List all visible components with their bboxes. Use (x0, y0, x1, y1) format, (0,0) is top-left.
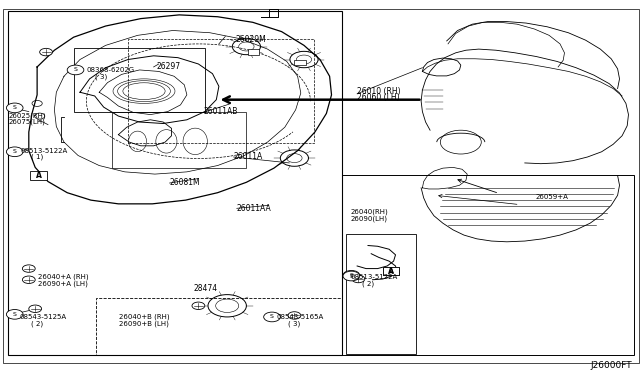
Bar (248, 49, 259, 55)
Circle shape (6, 310, 23, 319)
Circle shape (22, 265, 35, 272)
Bar (342, 175, 634, 355)
Circle shape (22, 276, 35, 283)
Text: A: A (388, 269, 394, 274)
Text: 26297: 26297 (156, 62, 180, 71)
Circle shape (67, 65, 84, 75)
Text: S: S (13, 312, 17, 317)
Text: S: S (13, 105, 17, 110)
Text: S: S (13, 149, 17, 154)
Text: 08543-5165A: 08543-5165A (276, 314, 324, 320)
Circle shape (288, 312, 301, 319)
Bar (112, 112, 246, 168)
Text: ( 2): ( 2) (31, 320, 43, 327)
Text: S: S (349, 273, 353, 279)
Text: S: S (349, 273, 353, 278)
Text: A: A (36, 171, 42, 180)
Circle shape (352, 275, 365, 283)
Text: ( 3): ( 3) (95, 74, 107, 80)
FancyBboxPatch shape (383, 267, 399, 275)
Text: ( 1): ( 1) (31, 154, 43, 160)
Circle shape (6, 147, 23, 157)
Text: J26000FT: J26000FT (591, 361, 632, 370)
Text: A: A (388, 267, 394, 276)
Circle shape (29, 305, 42, 312)
Text: 26040+A (RH): 26040+A (RH) (38, 274, 89, 280)
Text: 08543-5125A: 08543-5125A (19, 314, 67, 320)
Bar (74, 48, 205, 112)
Text: ( 3): ( 3) (288, 320, 300, 327)
Text: 26011AB: 26011AB (204, 107, 238, 116)
Text: 26011AA: 26011AA (237, 204, 271, 213)
FancyBboxPatch shape (30, 171, 47, 180)
Text: 08513-5122A: 08513-5122A (351, 274, 398, 280)
Bar (96, 298, 342, 355)
Text: 26059+A: 26059+A (535, 194, 568, 200)
Text: 26029M: 26029M (236, 35, 266, 44)
Text: 26060 (LH): 26060 (LH) (357, 93, 400, 102)
Circle shape (343, 271, 360, 281)
Bar (294, 60, 306, 65)
Text: 26090+A (LH): 26090+A (LH) (38, 280, 88, 287)
Text: 26075(LH): 26075(LH) (9, 118, 46, 125)
Text: 26090(LH): 26090(LH) (351, 215, 388, 222)
Text: 26090+B (LH): 26090+B (LH) (119, 320, 169, 327)
Text: 26010 (RH): 26010 (RH) (357, 87, 401, 96)
Bar (8, 11, 342, 355)
Text: 08368-6202G: 08368-6202G (86, 67, 134, 73)
Bar (346, 234, 416, 354)
FancyBboxPatch shape (383, 267, 399, 275)
Text: S: S (270, 314, 274, 320)
Circle shape (192, 302, 205, 310)
Text: S: S (74, 67, 77, 73)
Text: 26025(RH): 26025(RH) (9, 112, 47, 119)
Text: 26040(RH): 26040(RH) (351, 209, 388, 215)
Circle shape (40, 48, 52, 56)
Text: 28474: 28474 (193, 284, 218, 293)
Text: 26011A: 26011A (234, 152, 263, 161)
Circle shape (343, 270, 360, 280)
Text: 26040+B (RH): 26040+B (RH) (119, 314, 170, 320)
Text: 08513-5122A: 08513-5122A (20, 148, 68, 154)
Circle shape (264, 312, 280, 322)
Text: 26081M: 26081M (170, 178, 200, 187)
Text: ( 2): ( 2) (362, 280, 374, 287)
Bar (128, 39, 314, 143)
Circle shape (6, 103, 23, 113)
